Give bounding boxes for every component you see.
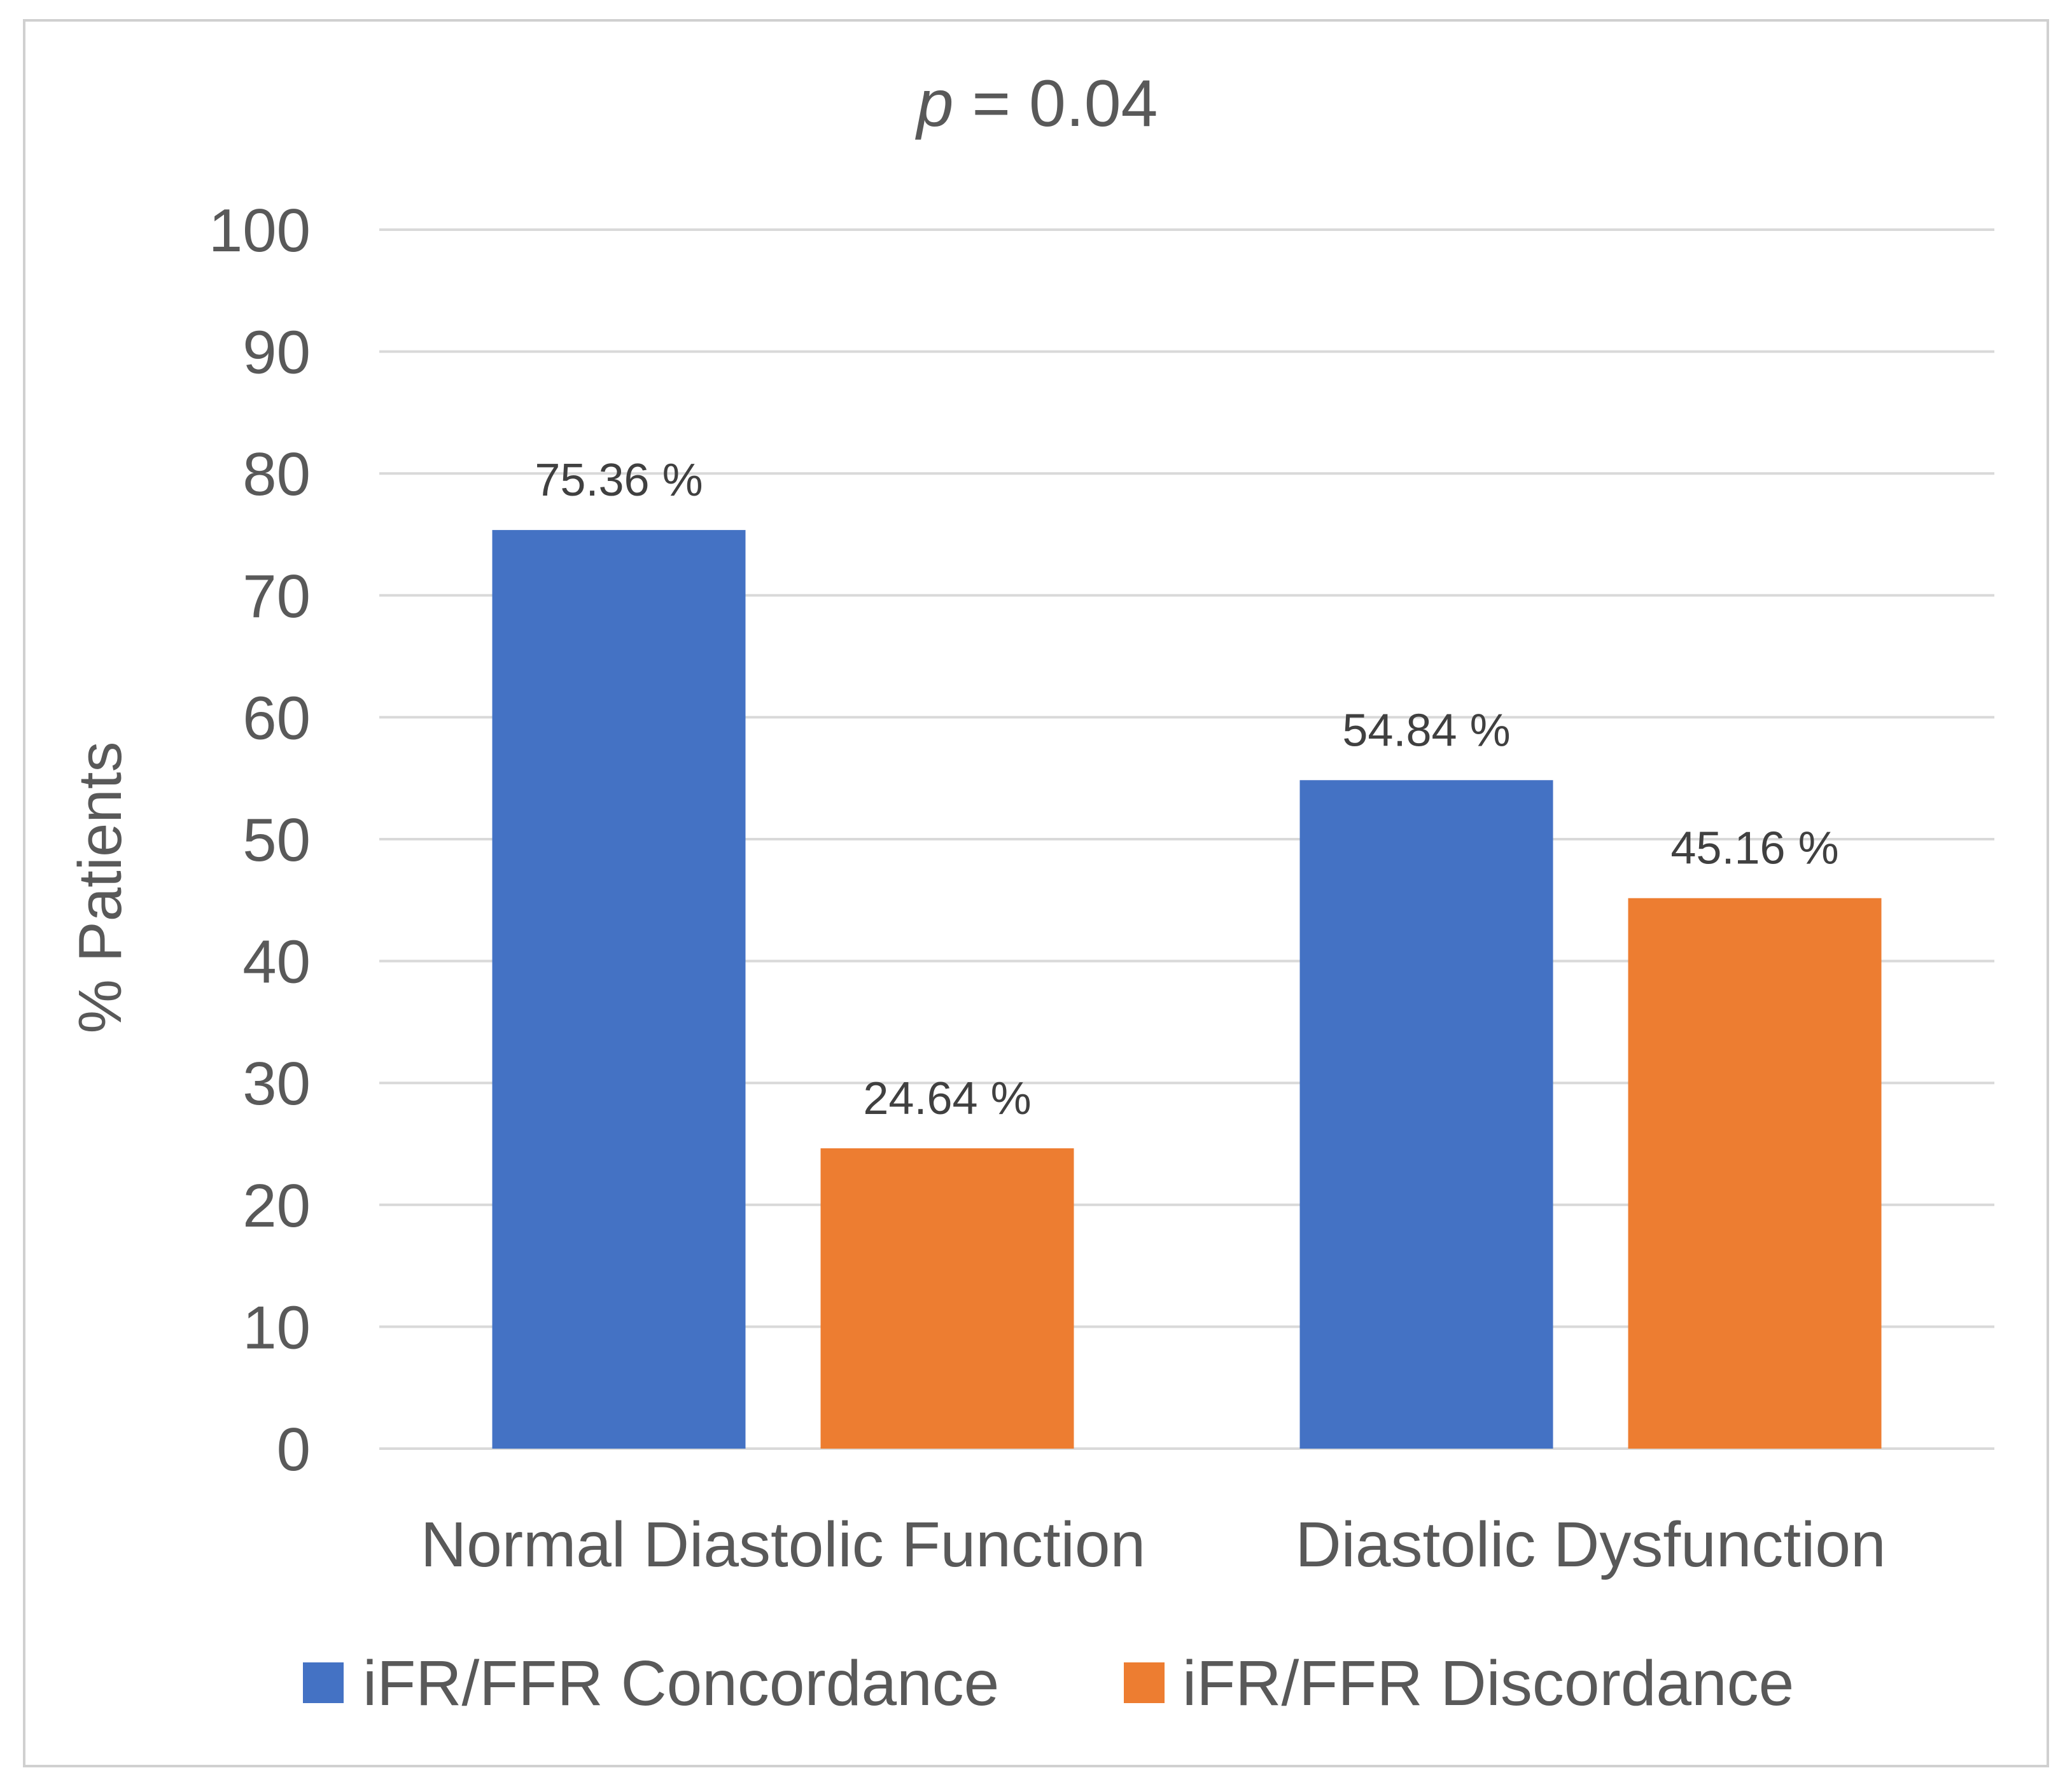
y-tick-label: 60	[242, 684, 311, 752]
legend-label: iFR/FFR Concordance	[363, 1648, 999, 1719]
data-label: 75.36 %	[535, 455, 703, 506]
bar-concordance-dysfunction	[1299, 780, 1553, 1449]
bar-discordance-normal	[820, 1148, 1074, 1449]
bars	[492, 530, 1882, 1449]
chart-title-variable: p	[915, 67, 954, 141]
chart-title: p = 0.04	[915, 67, 1158, 141]
category-label: Normal Diastolic Function	[421, 1509, 1145, 1580]
y-axis-ticks: 0 10 20 30 40 50 60 70 80 90 100	[209, 197, 311, 1484]
y-tick-label: 20	[242, 1172, 311, 1240]
y-tick-label: 90	[242, 319, 311, 387]
data-label: 54.84 %	[1342, 705, 1510, 756]
y-tick-label: 30	[242, 1050, 311, 1118]
y-tick-label: 0	[277, 1416, 311, 1484]
data-label: 24.64 %	[863, 1073, 1031, 1124]
y-tick-label: 10	[242, 1293, 311, 1361]
category-label: Diastolic Dysfunction	[1295, 1509, 1886, 1580]
y-axis-title: % Patients	[66, 742, 134, 1034]
data-label: 45.16 %	[1670, 823, 1838, 874]
bar-discordance-dysfunction	[1628, 898, 1882, 1449]
data-labels: 75.36 % 24.64 % 54.84 % 45.16 %	[535, 455, 1838, 1124]
chart-title-value: = 0.04	[953, 67, 1158, 141]
legend-swatch	[303, 1662, 344, 1703]
bar-concordance-normal	[492, 530, 746, 1449]
y-tick-label: 40	[242, 928, 311, 996]
y-tick-label: 100	[209, 197, 311, 265]
chart-frame	[23, 19, 2049, 1767]
legend-label: iFR/FFR Discordance	[1182, 1648, 1794, 1719]
y-tick-label: 80	[242, 440, 311, 508]
y-tick-label: 50	[242, 806, 311, 874]
legend-swatch	[1124, 1662, 1165, 1703]
y-tick-label: 70	[242, 562, 311, 630]
x-axis-categories: Normal Diastolic Function Diastolic Dysfu…	[421, 1509, 1886, 1580]
legend: iFR/FFR Concordance iFR/FFR Discordance	[303, 1648, 1794, 1719]
